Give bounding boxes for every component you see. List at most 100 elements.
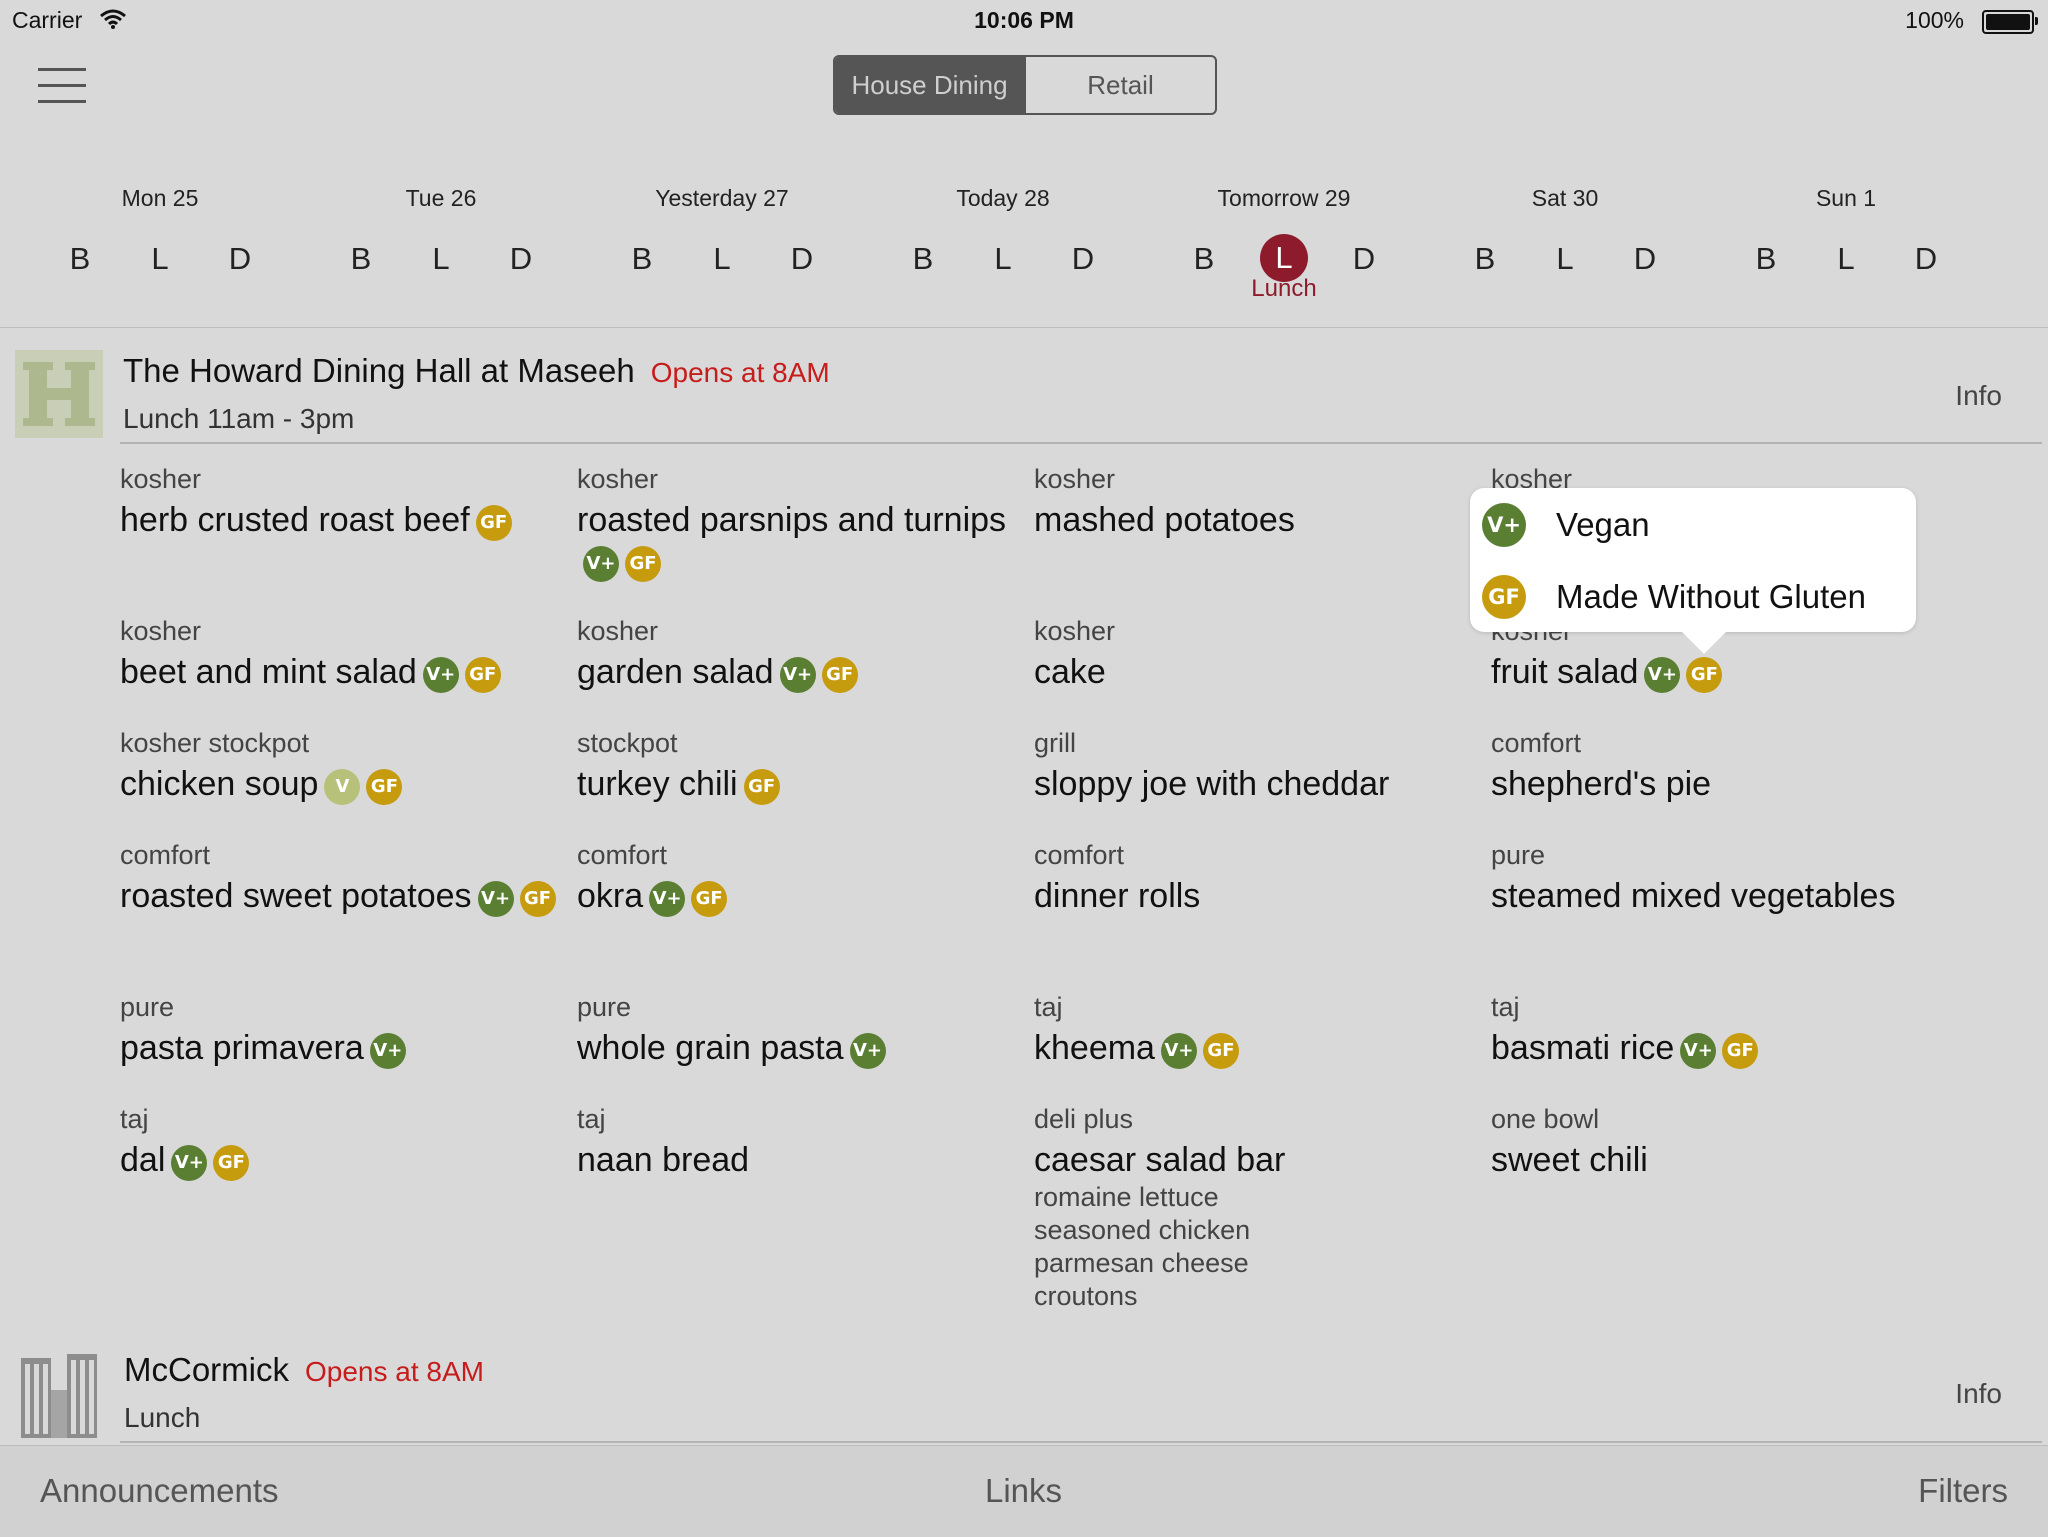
menu-item[interactable]: comfort roasted sweet potatoes V+ GF xyxy=(120,838,560,917)
meal-button-d[interactable]: D xyxy=(1352,241,1376,276)
meal-button-d[interactable]: D xyxy=(1071,241,1095,276)
station-label: comfort xyxy=(577,840,668,870)
meal-button-b[interactable]: B xyxy=(1193,241,1215,276)
vegan-badge-icon[interactable]: V+ xyxy=(1680,1033,1717,1069)
meal-button-l[interactable]: L xyxy=(713,241,731,276)
meal-button-l[interactable]: L xyxy=(432,241,450,276)
dish-line: herb crusted roast beef GF xyxy=(120,500,560,541)
meal-button-d[interactable]: D xyxy=(790,241,814,276)
dish-sub-item: seasoned chicken xyxy=(1034,1215,1251,1245)
station-label: kosher xyxy=(120,464,202,494)
menu-item[interactable]: comfort shepherd's pie xyxy=(1491,726,1931,805)
vegan-badge-icon[interactable]: V+ xyxy=(369,1033,406,1069)
menu-item[interactable]: pure steamed mixed vegetables xyxy=(1491,838,1931,917)
day-label: Tue 26 xyxy=(405,185,477,211)
vegan-badge-icon[interactable]: V+ xyxy=(1644,657,1681,693)
hall-info-button[interactable]: Info xyxy=(1955,1378,2002,1409)
day-column: Tue 26 B L D xyxy=(306,175,576,294)
menu-item[interactable]: kosher stockpot chicken soup V GF xyxy=(120,726,560,805)
dish-sub-item: parmesan cheese xyxy=(1034,1248,1249,1278)
day-label: Sun 1 xyxy=(1815,185,1877,211)
vegetarian-badge-icon[interactable]: V xyxy=(324,769,361,805)
menu-item[interactable]: taj basmati rice V+ GF xyxy=(1491,990,1931,1069)
meal-button-b[interactable]: B xyxy=(631,241,653,276)
hall-header[interactable]: The Howard Dining Hall at Maseeh Opens at… xyxy=(123,352,830,390)
gluten-free-badge-icon[interactable]: GF xyxy=(464,657,501,693)
legend-label: Vegan xyxy=(1556,506,1650,543)
menu-item[interactable]: taj dal V+ GF xyxy=(120,1102,560,1181)
menu-item[interactable]: pure whole grain pasta V+ xyxy=(577,990,1017,1069)
menu-item[interactable]: kosher beet and mint salad V+ GF xyxy=(120,614,560,693)
menu-item[interactable]: kosher mashed potatoes xyxy=(1034,462,1474,541)
station-label: taj xyxy=(1491,992,1520,1022)
meal-button-b[interactable]: B xyxy=(1474,241,1496,276)
meal-button-b[interactable]: B xyxy=(1755,241,1777,276)
meal-button-l[interactable]: L xyxy=(151,241,169,276)
dish-name: roasted parsnips and turnips xyxy=(577,501,1007,539)
menu-item[interactable]: kosher roasted parsnips and turnips V+ GF xyxy=(577,462,1017,582)
meal-button-l[interactable]: L xyxy=(1837,241,1855,276)
hall-info-button[interactable]: Info xyxy=(1955,380,2002,411)
segment-retail[interactable]: Retail xyxy=(1024,57,1215,113)
menu-item[interactable]: kosher garden salad V+ GF xyxy=(577,614,1017,693)
station-label: kosher xyxy=(577,464,659,494)
menu-item[interactable]: kosher herb crusted roast beef GF xyxy=(120,462,560,541)
menu-item[interactable]: taj naan bread xyxy=(577,1102,1017,1181)
station-label: comfort xyxy=(1491,728,1582,758)
gluten-free-badge-icon[interactable]: GF xyxy=(366,769,403,805)
vegan-badge-icon[interactable]: V+ xyxy=(849,1033,886,1069)
day-label: Today 28 xyxy=(956,185,1050,211)
meal-button-d[interactable]: D xyxy=(1914,241,1938,276)
vegan-badge-icon[interactable]: V+ xyxy=(171,1145,208,1181)
meal-button-b[interactable]: B xyxy=(912,241,934,276)
segment-house-dining[interactable]: House Dining xyxy=(835,57,1024,113)
gluten-free-badge-icon[interactable]: GF xyxy=(1686,657,1723,693)
gluten-free-badge-icon[interactable]: GF xyxy=(625,546,661,582)
menu-item[interactable]: comfort okra V+ GF xyxy=(577,838,1017,917)
day-column: Tomorrow 29 B L Lunch D xyxy=(1149,175,1419,302)
announcements-button[interactable]: Announcements xyxy=(40,1472,279,1509)
vegan-badge-icon[interactable]: V+ xyxy=(422,657,459,693)
meal-button-b[interactable]: B xyxy=(69,241,91,276)
menu-item[interactable]: pure pasta primavera V+ xyxy=(120,990,560,1069)
menu-item[interactable]: one bowl sweet chili xyxy=(1491,1102,1931,1181)
station-label: kosher xyxy=(120,616,202,646)
hall-header[interactable]: McCormick Opens at 8AM xyxy=(124,1351,484,1389)
gluten-free-badge-icon[interactable]: GF xyxy=(743,769,780,805)
vegan-badge-icon[interactable]: V+ xyxy=(649,881,686,917)
vegan-badge-icon[interactable]: V+ xyxy=(583,546,619,582)
vegan-badge-icon[interactable]: V+ xyxy=(477,881,514,917)
gluten-free-badge-icon[interactable]: GF xyxy=(475,505,512,541)
menu-item[interactable]: stockpot turkey chili GF xyxy=(577,726,1017,805)
gluten-free-badge-icon[interactable]: GF xyxy=(519,881,556,917)
dish-line: sweet chili xyxy=(1491,1140,1931,1181)
dish-name: shepherd's pie xyxy=(1491,765,1712,803)
filters-button[interactable]: Filters xyxy=(1918,1472,2008,1509)
dish-line: mashed potatoes xyxy=(1034,500,1474,541)
menu-item[interactable]: taj kheema V+ GF xyxy=(1034,990,1474,1069)
gluten-free-badge-icon[interactable]: GF xyxy=(1722,1033,1759,1069)
gluten-free-badge-icon[interactable]: GF xyxy=(1202,1033,1239,1069)
vegan-badge-icon[interactable]: V+ xyxy=(779,657,816,693)
day-label: Yesterday 27 xyxy=(655,185,789,211)
legend-row-gluten-free: GF Made Without Gluten xyxy=(1482,572,1866,622)
meal-button-d[interactable]: D xyxy=(509,241,533,276)
links-button[interactable]: Links xyxy=(985,1472,1063,1509)
menu-item[interactable]: grill sloppy joe with cheddar xyxy=(1034,726,1474,805)
hall-open-status: Opens at 8AM xyxy=(304,1356,484,1387)
meal-button-b[interactable]: B xyxy=(350,241,372,276)
meal-button-l[interactable]: L xyxy=(1260,234,1308,282)
gluten-free-badge-icon[interactable]: GF xyxy=(691,881,728,917)
vegan-badge-icon[interactable]: V+ xyxy=(1160,1033,1197,1069)
meal-button-l[interactable]: L xyxy=(994,241,1012,276)
menu-item[interactable]: comfort dinner rolls xyxy=(1034,838,1474,917)
menu-item[interactable]: kosher cake xyxy=(1034,614,1474,693)
gluten-free-badge-icon[interactable]: GF xyxy=(821,657,858,693)
meal-button-d[interactable]: D xyxy=(228,241,252,276)
menu-item[interactable]: deli plus caesar salad bar romaine lettuce… xyxy=(1034,1102,1474,1313)
gluten-free-badge-icon[interactable]: GF xyxy=(213,1145,250,1181)
meal-button-d[interactable]: D xyxy=(1633,241,1657,276)
day-column: Yesterday 27 B L D xyxy=(587,175,857,294)
meal-button-l[interactable]: L xyxy=(1556,241,1574,276)
hamburger-menu-icon[interactable] xyxy=(38,68,86,103)
